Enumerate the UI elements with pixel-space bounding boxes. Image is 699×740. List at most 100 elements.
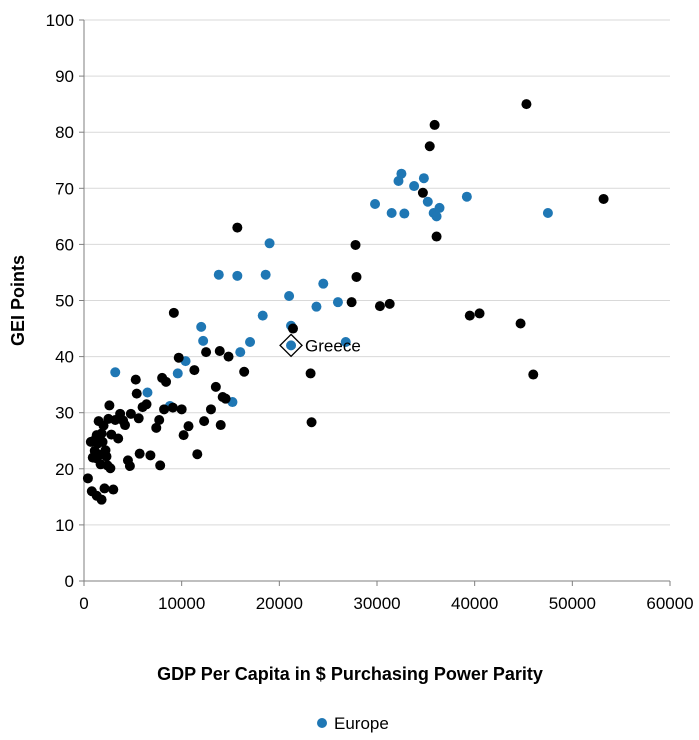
other-point-35 [131, 388, 142, 399]
other-point-41 [151, 422, 162, 433]
y-tick-label-20: 20 [55, 460, 74, 479]
europe-point-21 [340, 337, 351, 348]
other-point-40 [145, 450, 156, 461]
europe-point-9 [232, 270, 243, 281]
other-point-39 [141, 399, 152, 410]
europe-point-10 [235, 347, 246, 358]
other-point-45 [159, 404, 170, 415]
europe-point-1 [142, 387, 153, 398]
other-point-47 [167, 402, 178, 413]
other-point-78 [464, 310, 475, 321]
y-axis-title: GEI Points [8, 255, 28, 346]
y-tick-label-40: 40 [55, 348, 74, 367]
other-point-13 [96, 494, 107, 505]
y-tick-labels: 0 10 20 30 40 50 60 70 80 90 100 [46, 11, 74, 591]
other-point-14 [96, 428, 107, 439]
europe-point-26 [399, 208, 410, 219]
other-point-34 [130, 374, 141, 385]
other-point-33 [125, 408, 136, 419]
other-point-46 [161, 376, 172, 387]
europe-point-13 [260, 269, 271, 280]
y-tick-label-80: 80 [55, 123, 74, 142]
europe-point-19 [318, 278, 329, 289]
europe-point-20 [332, 297, 343, 308]
europe-point-28 [418, 173, 429, 184]
legend-marker-europe [317, 718, 327, 728]
other-point-15 [97, 436, 108, 447]
other-point-17 [99, 483, 110, 494]
data-points [82, 99, 609, 505]
y-tick-label-60: 60 [55, 235, 74, 254]
annotation-label: Greece [305, 336, 361, 355]
other-point-37 [134, 448, 145, 459]
other-point-69 [346, 297, 357, 308]
axes [79, 19, 671, 586]
other-point-83 [598, 193, 609, 204]
other-point-36 [133, 413, 144, 424]
x-tick-label-10000: 10000 [158, 594, 205, 613]
other-point-49 [173, 352, 184, 363]
europe-point-0 [110, 367, 121, 378]
x-tick-labels: 0 10000 20000 30000 40000 50000 60000 [79, 594, 693, 613]
y-tick-label-0: 0 [65, 572, 74, 591]
other-point-30 [120, 420, 131, 431]
other-point-72 [374, 301, 385, 312]
europe-point-15 [284, 291, 295, 302]
other-point-80 [515, 318, 526, 329]
other-point-71 [351, 271, 362, 282]
europe-point-7 [213, 269, 224, 280]
x-axis-title: GDP Per Capita in $ Purchasing Power Par… [157, 664, 543, 684]
other-point-53 [189, 365, 200, 376]
other-point-81 [521, 99, 532, 110]
other-point-25 [108, 484, 119, 495]
other-point-51 [178, 430, 189, 441]
other-point-62 [220, 393, 231, 404]
legend: Europe [317, 714, 389, 733]
europe-point-25 [396, 168, 407, 179]
europe-point-17 [286, 340, 297, 351]
annotation-diamond-marker [279, 333, 303, 358]
other-point-73 [384, 298, 395, 309]
europe-point-31 [431, 211, 442, 222]
europe-point-22 [370, 199, 381, 210]
europe-point-27 [409, 181, 420, 192]
other-point-64 [232, 222, 243, 233]
other-point-54 [192, 449, 203, 460]
other-point-65 [239, 366, 250, 377]
other-point-42 [154, 414, 165, 425]
other-point-67 [305, 368, 316, 379]
other-point-52 [183, 421, 194, 432]
europe-point-32 [434, 202, 445, 213]
y-tick-label-100: 100 [46, 11, 74, 30]
other-point-55 [199, 416, 210, 427]
y-tick-label-30: 30 [55, 404, 74, 423]
other-point-19 [101, 451, 112, 462]
europe-point-18 [311, 301, 322, 312]
x-tick-label-40000: 40000 [451, 594, 498, 613]
x-tick-label-0: 0 [79, 594, 88, 613]
other-point-82 [528, 369, 539, 380]
other-point-27 [113, 433, 124, 444]
other-point-57 [205, 404, 216, 415]
europe-point-5 [196, 321, 207, 332]
europe-point-11 [245, 337, 256, 348]
other-point-59 [214, 345, 225, 356]
other-point-74 [417, 187, 428, 198]
europe-point-33 [461, 191, 472, 202]
other-point-79 [474, 308, 485, 319]
other-point-56 [201, 347, 212, 358]
other-point-75 [424, 141, 435, 152]
europe-point-3 [172, 368, 183, 379]
other-point-63 [223, 351, 234, 362]
y-tick-label-70: 70 [55, 179, 74, 198]
y-tick-label-90: 90 [55, 67, 74, 86]
other-point-77 [431, 231, 442, 242]
other-point-76 [429, 119, 440, 130]
x-tick-label-20000: 20000 [256, 594, 303, 613]
other-point-50 [176, 404, 187, 415]
other-point-32 [124, 460, 135, 471]
other-point-68 [306, 417, 317, 428]
other-point-48 [168, 307, 179, 318]
europe-point-12 [257, 310, 268, 321]
